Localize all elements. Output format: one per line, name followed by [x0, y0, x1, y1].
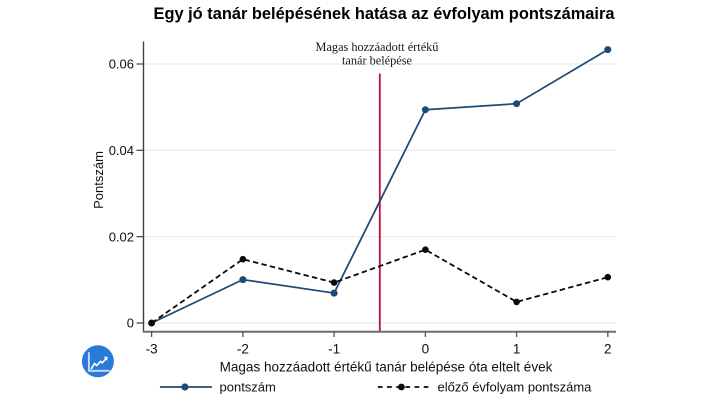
svg-text:-3: -3 [146, 342, 158, 357]
svg-text:0.06: 0.06 [109, 57, 134, 72]
svg-text:pontszám: pontszám [220, 379, 276, 394]
svg-text:2: 2 [604, 342, 612, 357]
svg-text:Egy jó tanár belépésének hatás: Egy jó tanár belépésének hatása az évfol… [154, 5, 616, 23]
svg-text:0.04: 0.04 [109, 143, 134, 158]
svg-text:Pontszám: Pontszám [91, 151, 106, 209]
svg-text:Magas hozzáadott értékű tanár: Magas hozzáadott értékű tanár belépése ó… [220, 360, 553, 375]
svg-text:tanár belépése: tanár belépése [342, 54, 413, 68]
svg-text:1: 1 [513, 342, 521, 357]
svg-text:0.02: 0.02 [109, 229, 134, 244]
svg-text:0: 0 [422, 342, 430, 357]
svg-text:-2: -2 [237, 342, 249, 357]
svg-text:-1: -1 [328, 342, 340, 357]
svg-text:előző évfolyam pontszáma: előző évfolyam pontszáma [438, 379, 593, 394]
svg-text:Magas hozzáadott értékű: Magas hozzáadott értékű [316, 40, 439, 54]
svg-text:0: 0 [127, 316, 134, 331]
